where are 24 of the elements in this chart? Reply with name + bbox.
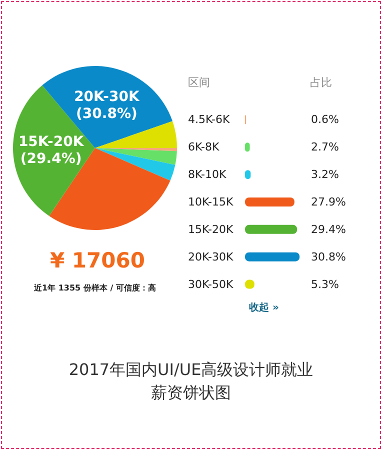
legend-label: 4.5K-6K [188,113,231,126]
data-label: 30.8% [311,250,346,264]
legend-label: 15K-20K [188,222,234,236]
legend-label: 30K-50K [188,278,234,291]
text: 2017年国内UI/UE高级设计师就业薪资饼状图 [68,360,314,402]
text: 收起 » [249,302,279,314]
text: (29.4%) [20,150,82,167]
slice-label: 15K-20K [18,134,85,150]
data-label: 5.3% [311,278,339,291]
data-label: 27.9% [311,196,346,208]
data-label: 2.7% [311,140,339,154]
legend-label: 8K-10K [188,168,228,182]
text: (30.8%) [76,106,138,122]
data-label: 29.4% [311,222,346,236]
legend-label: 10K-15K [188,196,234,208]
slice-label: 20K-30K [74,89,140,106]
text: 近1年 1355 份样本 / 可信度：高 [33,282,156,292]
data-label: 0.6% [311,113,339,126]
legend-label: 20K-30K [188,250,234,264]
legend-label: 6K-8K [188,140,220,154]
text: ¥ 17060 [50,248,145,272]
data-label: 3.2% [311,168,339,182]
legend-title: 区间 [188,76,210,89]
text: 占比 [310,76,332,89]
